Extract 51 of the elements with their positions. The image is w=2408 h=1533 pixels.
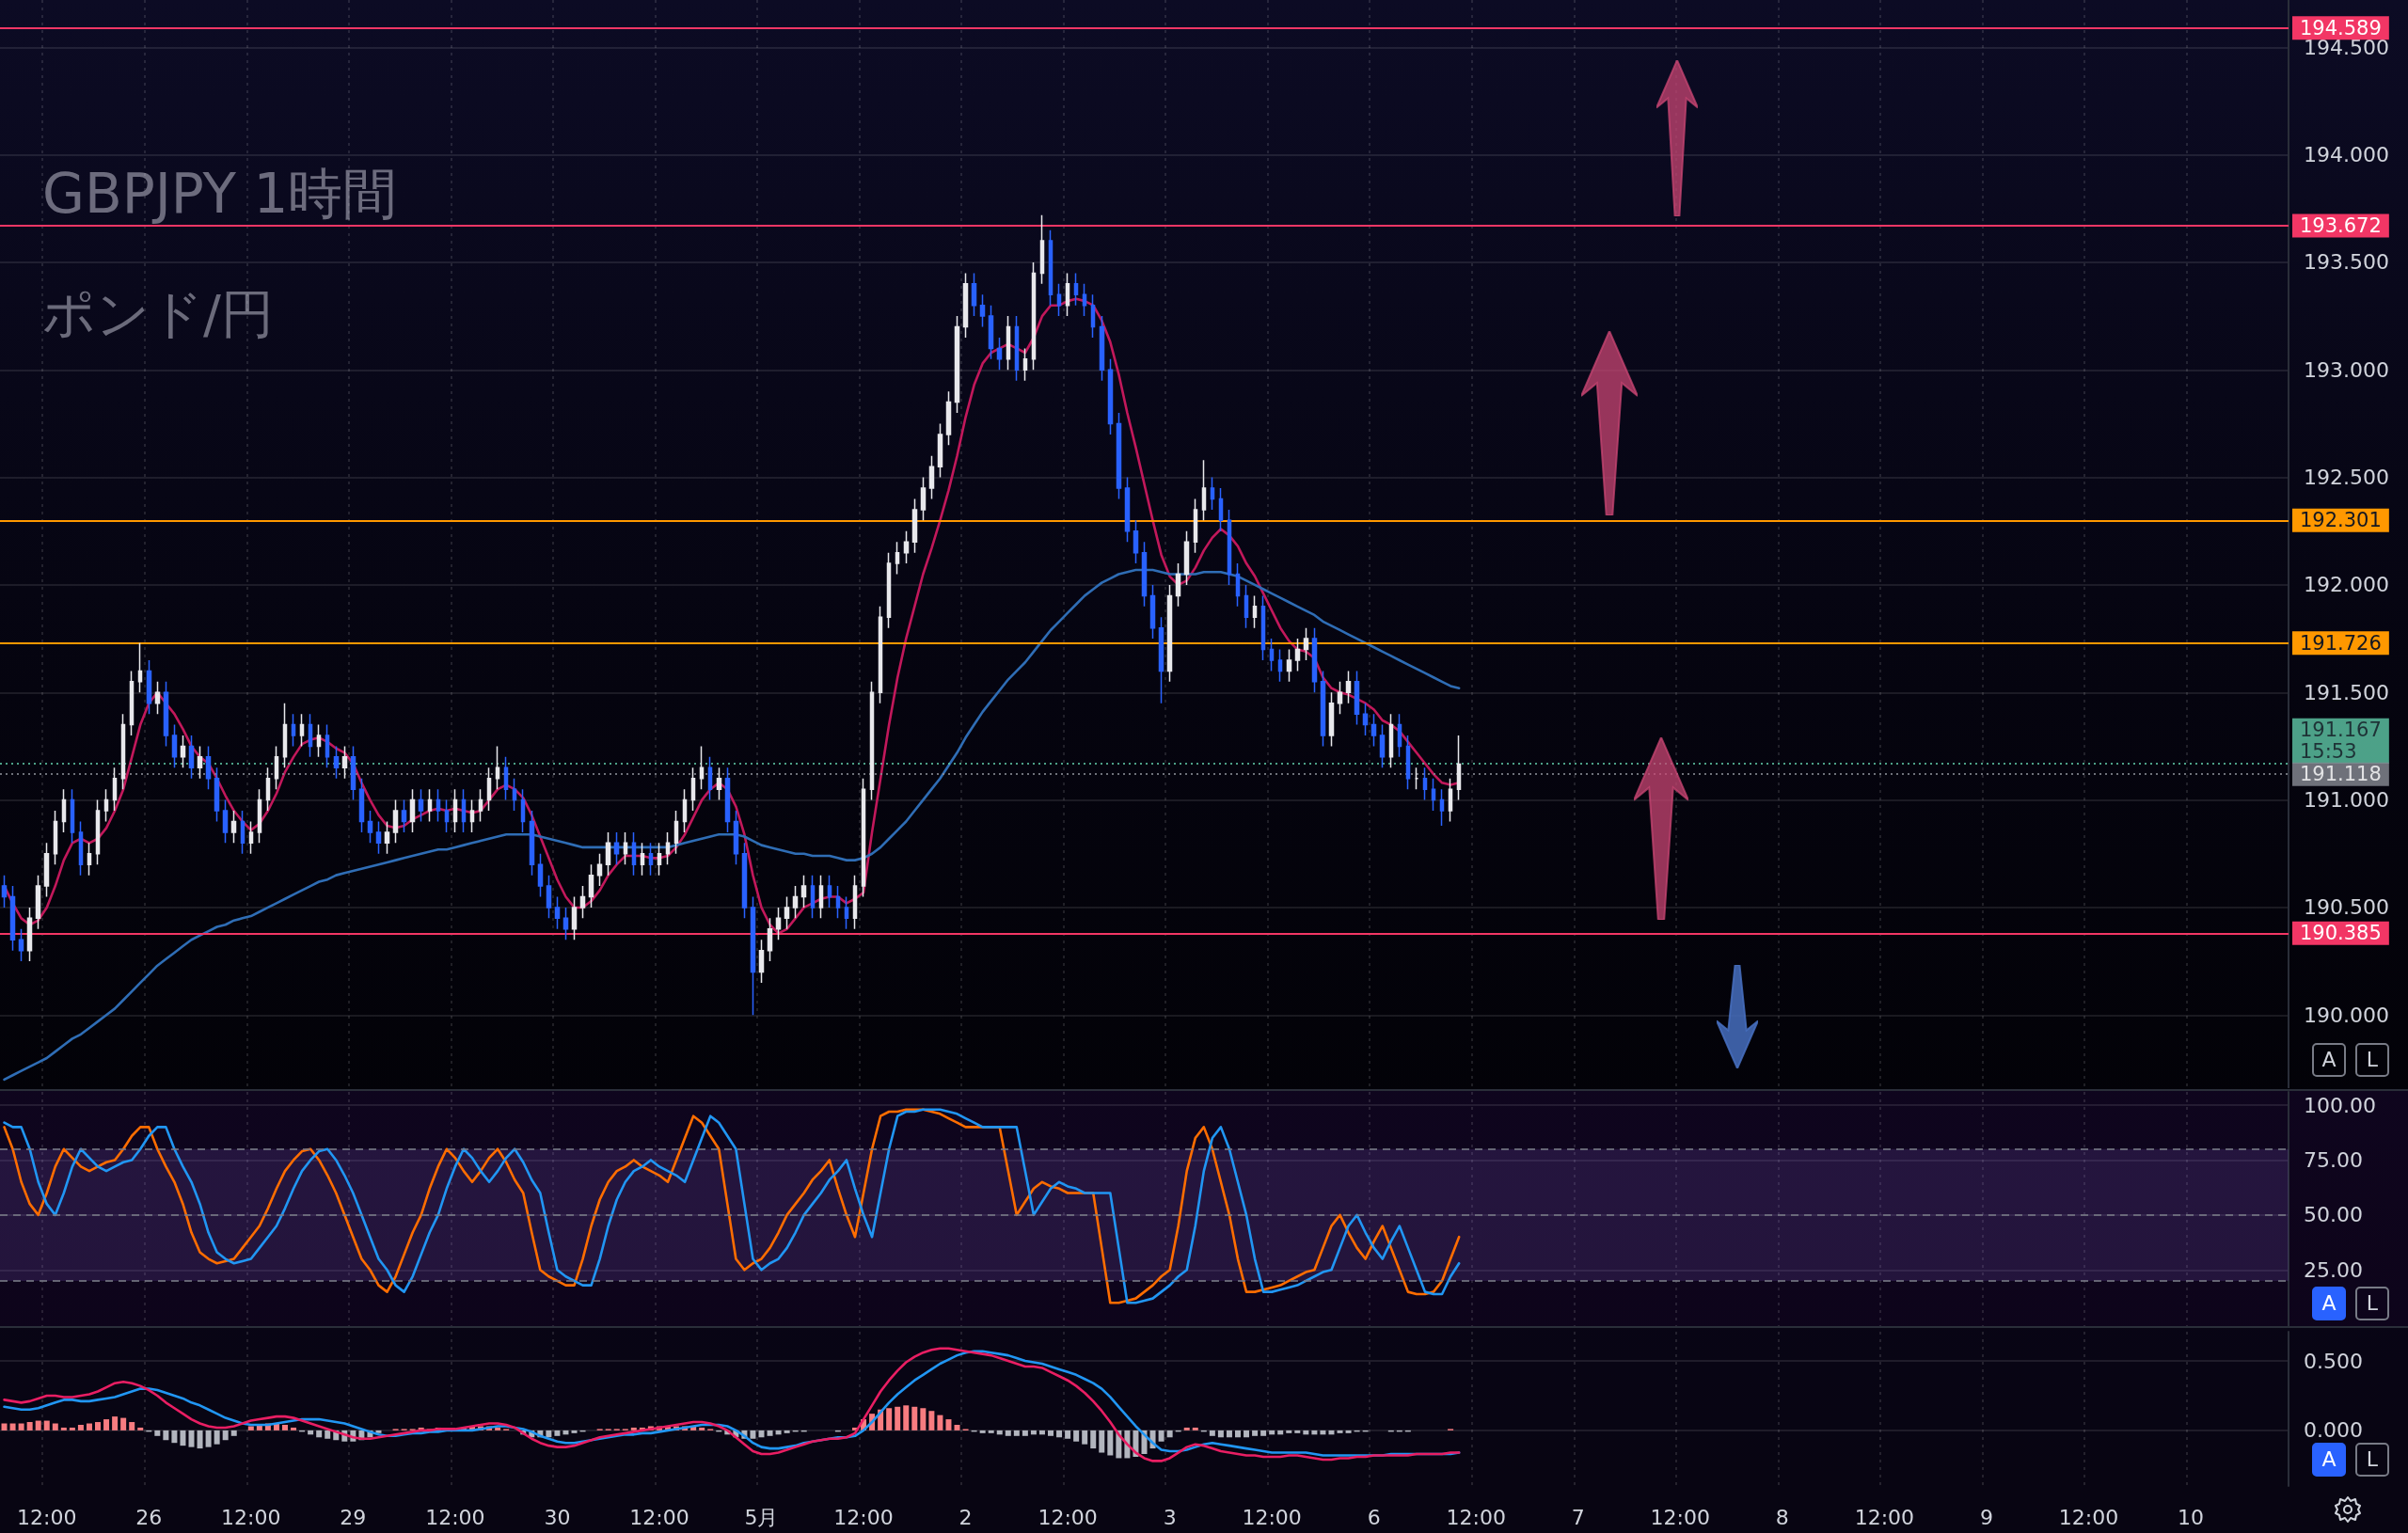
toggle-button: A [2312, 1443, 2346, 1477]
x-tick-label: 12:00 [1038, 1505, 1098, 1529]
x-tick-label: 12:00 [833, 1505, 894, 1529]
x-tick-label: 6 [1367, 1505, 1381, 1529]
x-tick-label: 7 [1571, 1505, 1585, 1529]
x-tick-label: 12:00 [17, 1505, 77, 1529]
x-tick-label: 12:00 [1446, 1505, 1506, 1529]
y-tick-label: 75.00 [2304, 1147, 2363, 1172]
ref-line-label: 190.385 [2300, 922, 2382, 945]
x-tick-label: 12:00 [1854, 1505, 1915, 1529]
x-tick-label: 9 [1979, 1505, 1993, 1529]
x-tick-label: 12:00 [1650, 1505, 1711, 1529]
toggle-button: L [2355, 1443, 2389, 1477]
ref-line-label: 192.301 [2300, 509, 2382, 532]
y-tick-label: 191.000 [2304, 788, 2389, 813]
toggle-button: L [2355, 1043, 2389, 1077]
x-tick-label: 26 [135, 1505, 163, 1529]
x-tick-label: 30 [544, 1505, 571, 1529]
y-tick-label: 191.500 [2304, 680, 2389, 704]
x-tick-label: 8 [1775, 1505, 1789, 1529]
x-tick-label: 10 [2177, 1505, 2204, 1529]
toggle-button: A [2312, 1043, 2346, 1077]
y-tick-label: 190.000 [2304, 1003, 2389, 1027]
x-tick-label: 5月 [744, 1505, 779, 1529]
x-tick-label: 2 [958, 1505, 973, 1529]
x-tick-label: 12:00 [221, 1505, 281, 1529]
y-tick-label: 192.500 [2304, 466, 2389, 490]
x-tick-label: 12:00 [629, 1505, 689, 1529]
ref-line-label: 191.167 15:53 [2300, 719, 2382, 764]
y-tick-label: 194.000 [2304, 143, 2389, 167]
y-tick-label: 190.500 [2304, 895, 2389, 920]
y-tick-label: 100.00 [2304, 1093, 2376, 1117]
ref-line-label: 191.726 [2300, 631, 2382, 655]
text: GBPJPY 1時間 [42, 162, 398, 226]
y-tick-label: 193.000 [2304, 357, 2389, 382]
text: ポンド/円 [42, 282, 274, 344]
x-tick-label: 12:00 [425, 1505, 485, 1529]
y-tick-label: 0.500 [2304, 1349, 2363, 1373]
y-tick-label: 25.00 [2304, 1257, 2363, 1282]
x-tick-label: 12:00 [1242, 1505, 1302, 1529]
y-tick-label: 50.00 [2304, 1203, 2363, 1227]
y-tick-label: 0.000 [2304, 1418, 2363, 1443]
ref-line-label: 191.118 [2300, 763, 2382, 786]
toggle-button: L [2355, 1287, 2389, 1320]
toggle-button: A [2312, 1287, 2346, 1320]
y-tick-label: 193.500 [2304, 250, 2389, 275]
x-tick-label: 29 [340, 1505, 367, 1529]
ref-line-label: 193.672 [2300, 214, 2382, 238]
y-tick-label: 192.000 [2304, 573, 2389, 597]
x-tick-label: 3 [1163, 1505, 1177, 1529]
x-tick-label: 12:00 [2058, 1505, 2119, 1529]
